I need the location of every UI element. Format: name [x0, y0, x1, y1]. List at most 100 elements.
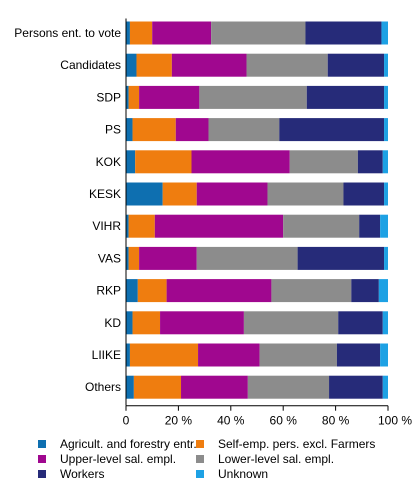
bar-segment [132, 311, 161, 335]
bar-segment [128, 214, 155, 238]
legend-swatch [38, 439, 46, 448]
bar-segment [289, 150, 358, 174]
bar-segment [306, 85, 385, 109]
category-label: KOK [96, 155, 121, 169]
bar-segment [343, 182, 385, 206]
bar-segment [154, 214, 284, 238]
bar-segment [279, 118, 385, 142]
bar-segment [327, 53, 385, 77]
bar-segment [126, 246, 129, 270]
bar-segment [247, 375, 330, 399]
bar-segment [181, 375, 248, 399]
bar-segment [198, 343, 260, 367]
x-tick-label: 80 % [322, 414, 350, 428]
legend-item: Unknown [196, 466, 406, 481]
category-label: Others [85, 380, 121, 394]
bar-segment [196, 246, 298, 270]
stacked-bar-chart: Persons ent. to vote Candidates SDP PS KOK KE… [14, 18, 412, 428]
x-tick-label: 40 % [217, 414, 245, 428]
category-label: RKP [96, 284, 121, 298]
bar-segment [384, 53, 388, 77]
bar-segment [126, 53, 137, 77]
bar-segment [162, 182, 197, 206]
bar-segment [199, 85, 307, 109]
bar-segment [267, 182, 344, 206]
bar-segment [211, 21, 306, 45]
bar-segment [246, 53, 328, 77]
bar-segment [171, 53, 247, 77]
bar-segment [132, 118, 176, 142]
bar-segment [160, 311, 244, 335]
bar-segment [378, 279, 388, 303]
bar-segment [384, 182, 388, 206]
bar-segment [126, 85, 129, 109]
category-label: Persons ent. to vote [14, 26, 121, 40]
bar-segment [126, 343, 130, 367]
bar-segment [126, 311, 133, 335]
legend-label: Workers [60, 466, 105, 481]
bar-segment [384, 118, 388, 142]
legend-swatch [196, 439, 204, 448]
category-label: SDP [96, 90, 121, 104]
legend: Agricult. and forestry entr. Self-emp. pe… [38, 436, 414, 481]
bar-segment [382, 375, 388, 399]
legend-swatch [38, 469, 46, 478]
category-label: VAS [98, 251, 121, 265]
bar-segment [128, 85, 140, 109]
x-tick-label: 60 % [270, 414, 298, 428]
bar-segment [351, 279, 379, 303]
category-label: LIIKE [92, 348, 121, 362]
bar-segment [271, 279, 352, 303]
bar-segment [191, 150, 290, 174]
bar-segment [128, 246, 140, 270]
legend-item: Lower-level sal. empl. [196, 451, 406, 466]
legend-item: Workers [38, 466, 196, 481]
legend-swatch [196, 454, 204, 463]
bar-segment [329, 375, 383, 399]
bar-segment [126, 375, 134, 399]
bar-segment [126, 21, 130, 45]
bar-segment [283, 214, 360, 238]
bar-segment [297, 246, 385, 270]
x-tick-label: 100 % [378, 414, 412, 428]
bar-segment [382, 311, 388, 335]
bar-segment [384, 85, 388, 109]
bar-segment [384, 246, 388, 270]
legend-item: Self-emp. pers. excl. Farmers [196, 436, 406, 451]
legend-item: Upper-level sal. empl. [38, 451, 196, 466]
bar-segment [382, 150, 388, 174]
bar-segment [135, 150, 192, 174]
bar-segment [129, 343, 199, 367]
bar-segment [152, 21, 212, 45]
x-tick-label: 20 % [165, 414, 193, 428]
legend-swatch [38, 454, 46, 463]
bar-segment [129, 21, 153, 45]
bar-segment [357, 150, 383, 174]
x-tick-label: 0 [123, 414, 130, 428]
bar-segment [126, 182, 163, 206]
bar-segment [126, 150, 136, 174]
bar-segment [196, 182, 268, 206]
bar-segment [136, 53, 172, 77]
bar-segment [359, 214, 381, 238]
legend-label: Lower-level sal. empl. [218, 451, 335, 466]
category-label: KESK [89, 187, 121, 201]
bar-segment [336, 343, 381, 367]
bar-segment [381, 21, 388, 45]
bar-segment [380, 343, 388, 367]
bar-segment [126, 118, 133, 142]
bar-segment [208, 118, 280, 142]
legend-label: Upper-level sal. empl. [60, 451, 177, 466]
legend-label: Self-emp. pers. excl. Farmers [218, 436, 376, 451]
bar-segment [139, 246, 197, 270]
bar-segment [175, 118, 209, 142]
bar-segment [126, 279, 138, 303]
legend-swatch [196, 469, 204, 478]
category-label: Candidates [60, 58, 121, 72]
bar-segment [380, 214, 388, 238]
bar-segment [259, 343, 337, 367]
bar-segment [133, 375, 182, 399]
category-label: KD [104, 316, 121, 330]
category-label: VIHR [92, 219, 121, 233]
bar-segment [139, 85, 200, 109]
